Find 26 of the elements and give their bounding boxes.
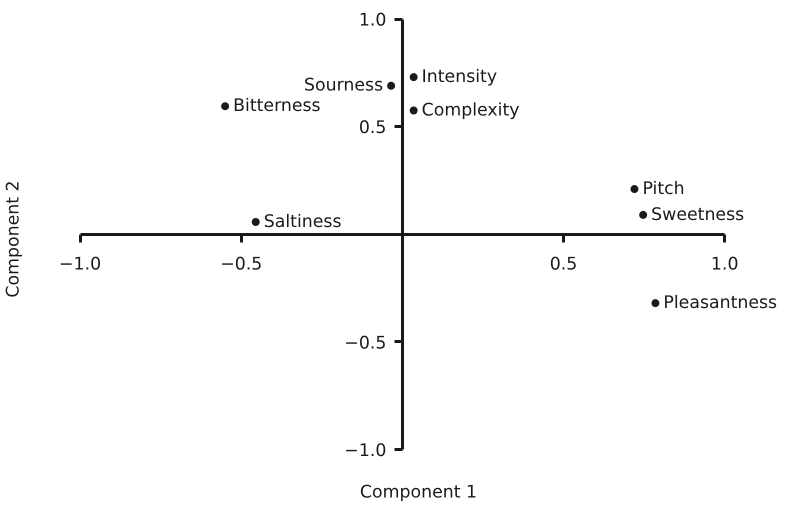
y-tick-label: 0.5 <box>358 118 386 138</box>
point <box>651 299 660 308</box>
y-tick-label: −1.0 <box>344 441 386 462</box>
point <box>387 82 396 90</box>
point <box>221 102 230 110</box>
point <box>410 106 418 114</box>
y-tick-label: 1.0 <box>358 10 386 31</box>
y-axis-title: Component 2 <box>4 180 24 298</box>
annotation: Sourness <box>304 76 384 96</box>
annotation: Complexity <box>422 100 520 120</box>
annotation: Pitch <box>642 179 685 200</box>
annotation: Bitterness <box>233 96 321 116</box>
point <box>410 73 418 82</box>
x-tick-label: 1.0 <box>710 254 738 274</box>
point <box>252 218 260 226</box>
annotation: Intensity <box>422 67 498 88</box>
annotation: Pleasantness <box>663 293 778 314</box>
x-tick-label: −1.0 <box>59 254 102 274</box>
annotation: Sweetness <box>651 204 744 225</box>
x-tick-label: −0.5 <box>220 254 262 274</box>
y-tick-label: −0.5 <box>344 333 386 354</box>
annotation: Saltiness <box>264 212 342 232</box>
point <box>639 210 648 219</box>
x-axis-title: Component 1 <box>360 482 478 502</box>
x-tick-label: 0.5 <box>550 254 578 274</box>
point <box>630 185 638 194</box>
